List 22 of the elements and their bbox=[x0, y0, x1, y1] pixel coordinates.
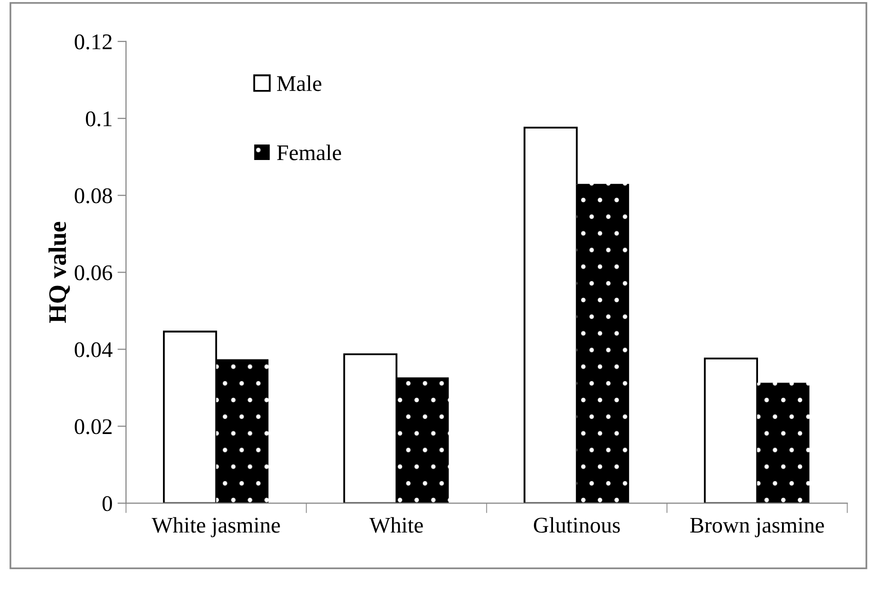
y-tick-label: 0.06 bbox=[74, 265, 112, 280]
y-tick-label: 0.08 bbox=[74, 188, 112, 204]
bar bbox=[162, 330, 218, 504]
x-tick-label: White bbox=[369, 517, 423, 533]
bar bbox=[216, 359, 268, 504]
x-tick-label: White jasmine bbox=[152, 517, 280, 538]
bar bbox=[524, 126, 578, 504]
y-axis-title: HQ value bbox=[48, 222, 70, 323]
bar bbox=[396, 377, 449, 504]
legend-label: Female bbox=[277, 144, 342, 160]
x-tick-label: Glutinous bbox=[534, 517, 620, 533]
y-tick-label: 0.04 bbox=[74, 342, 112, 358]
bar bbox=[704, 358, 758, 504]
bar bbox=[576, 184, 630, 504]
y-tick-label: 0.12 bbox=[74, 34, 112, 50]
x-tick-label: Brown jasmine bbox=[690, 518, 824, 538]
y-tick-label: 0.02 bbox=[74, 419, 112, 434]
bar bbox=[757, 382, 810, 504]
bar bbox=[343, 353, 398, 504]
y-tick-label: 0 bbox=[102, 496, 112, 512]
legend-label: Male bbox=[277, 75, 322, 92]
y-tick-label: 0.1 bbox=[86, 111, 112, 126]
